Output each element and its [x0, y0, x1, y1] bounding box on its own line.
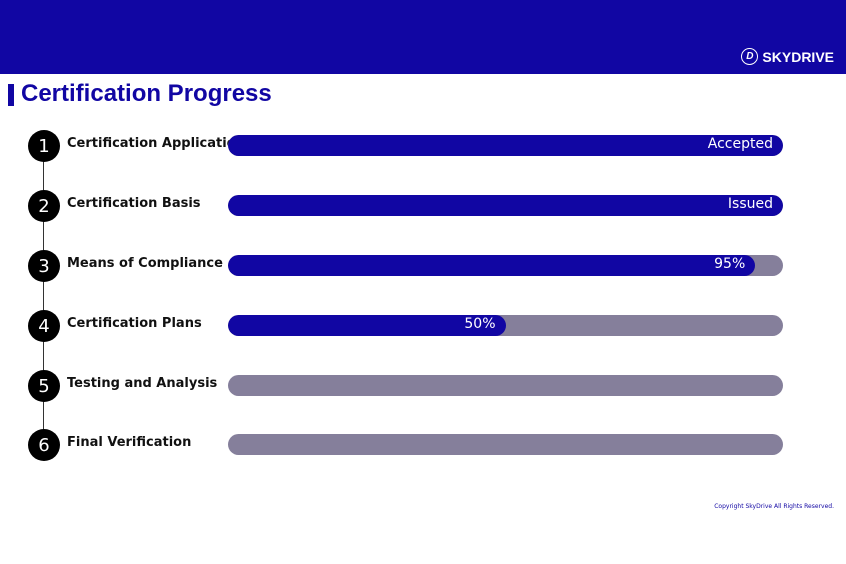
step-label: Certification Plans: [67, 316, 202, 331]
step-number-badge: 4: [28, 310, 60, 342]
progress-fill: Issued: [228, 195, 783, 216]
progress-fill: Accepted: [228, 135, 783, 156]
step-row: 3 Means of Compliance 95%: [0, 250, 846, 290]
step-row: 5 Testing and Analysis: [0, 370, 846, 410]
progress-track: [228, 434, 783, 455]
progress-track: 95%: [228, 255, 783, 276]
progress-status: Accepted: [707, 136, 773, 152]
title-accent-bar: [8, 84, 14, 106]
progress-fill: 50%: [228, 315, 506, 336]
step-label: Final Verification: [67, 435, 192, 450]
progress-track: 50%: [228, 315, 783, 336]
progress-track: [228, 375, 783, 396]
skydrive-logo: D SKYDRIVE: [741, 48, 834, 65]
step-row: 1 Certification Application Accepted: [0, 130, 846, 170]
page-title: Certification Progress: [21, 80, 272, 107]
step-number-badge: 5: [28, 370, 60, 402]
step-label: Means of Compliance: [67, 256, 223, 271]
logo-text: SKYDRIVE: [762, 48, 834, 65]
step-number-badge: 3: [28, 250, 60, 282]
step-label: Certification Application: [67, 136, 245, 151]
header-banner: D SKYDRIVE: [0, 0, 846, 74]
step-row: 6 Final Verification: [0, 429, 846, 469]
copyright: Copyright SkyDrive All Rights Reserved.: [714, 503, 834, 510]
progress-track: Accepted: [228, 135, 783, 156]
progress-status: 95%: [714, 256, 746, 272]
step-label: Testing and Analysis: [67, 376, 218, 391]
progress-track: Issued: [228, 195, 783, 216]
step-row: 2 Certification Basis Issued: [0, 190, 846, 230]
step-number-badge: 6: [28, 429, 60, 461]
progress-fill: 95%: [228, 255, 756, 276]
step-connector-line: [43, 146, 44, 446]
step-number-badge: 1: [28, 130, 60, 162]
step-row: 4 Certification Plans 50%: [0, 310, 846, 350]
step-label: Certification Basis: [67, 196, 201, 211]
progress-status: Issued: [727, 196, 773, 212]
progress-status: 50%: [464, 316, 496, 332]
skydrive-logo-icon: D: [741, 48, 759, 65]
step-number-badge: 2: [28, 190, 60, 222]
